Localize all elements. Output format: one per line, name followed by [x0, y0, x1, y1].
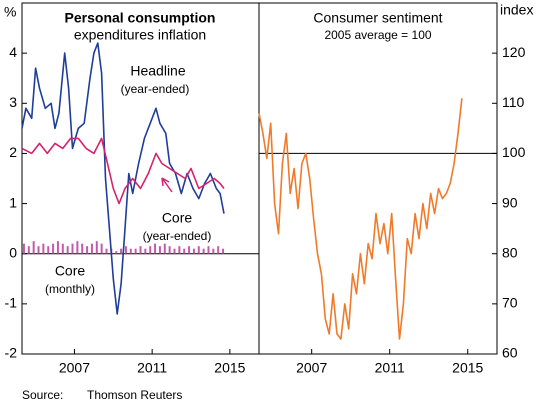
- x-tick-label: 2007: [296, 360, 327, 376]
- y-tick-label: 70: [502, 295, 518, 311]
- annotation-arrow: [161, 177, 173, 193]
- y-tick-label: 100: [502, 144, 526, 160]
- y-tick-label: 2: [9, 144, 17, 160]
- y-tick-label: -1: [5, 295, 18, 311]
- bar: [37, 246, 40, 254]
- bar: [66, 246, 69, 254]
- bar: [27, 246, 30, 254]
- panel-title: Personal consumption: [65, 10, 216, 26]
- bar: [197, 246, 200, 254]
- y-tick-label: 3: [9, 94, 17, 110]
- bar: [47, 246, 50, 254]
- bar: [95, 241, 98, 254]
- bar: [71, 243, 74, 254]
- series-line: [21, 137, 225, 205]
- panel-subtitle: 2005 average = 100: [324, 28, 431, 42]
- series-label: (year-ended): [121, 82, 190, 96]
- bar: [188, 246, 191, 254]
- y-tick-label: 110: [502, 94, 525, 110]
- y-tick-label: 0: [9, 244, 17, 260]
- bar: [86, 246, 89, 254]
- bar: [76, 241, 79, 254]
- bar: [100, 243, 103, 254]
- bar: [183, 248, 186, 254]
- bar: [124, 246, 127, 254]
- series-line: [21, 42, 225, 315]
- bar: [192, 248, 195, 254]
- source-text: Thomson Reuters: [87, 388, 182, 402]
- bar: [154, 243, 157, 254]
- y-tick-label: 80: [502, 244, 518, 260]
- bar: [139, 246, 142, 254]
- y-axis-label: %: [4, 4, 16, 20]
- y-tick-label: -2: [5, 345, 18, 361]
- bar: [222, 248, 225, 254]
- y-tick-label: 60: [502, 345, 518, 361]
- series-label: Core: [55, 263, 86, 279]
- bar: [105, 248, 108, 254]
- bar: [120, 248, 123, 254]
- bar: [202, 248, 205, 254]
- series-label: (monthly): [45, 282, 95, 296]
- series-label: Core: [162, 210, 193, 226]
- y-tick-label: 120: [502, 44, 526, 60]
- bar: [158, 246, 161, 254]
- x-tick-label: 2015: [452, 360, 483, 376]
- bar: [178, 246, 181, 254]
- panel-title: Consumer sentiment: [313, 10, 442, 26]
- bar: [168, 246, 171, 254]
- y-axis-label: index: [500, 2, 533, 18]
- bar: [90, 243, 93, 254]
- bar: [129, 248, 132, 254]
- y-tick-label: 1: [9, 194, 17, 210]
- bar: [134, 248, 137, 254]
- bar: [217, 246, 220, 254]
- series-label: (year-ended): [143, 229, 212, 243]
- bar: [163, 243, 166, 254]
- bar: [52, 243, 55, 254]
- bar: [149, 246, 152, 254]
- bar: [56, 241, 59, 254]
- bar: [173, 248, 176, 254]
- x-tick-label: 2015: [214, 360, 245, 376]
- x-tick-label: 2011: [137, 360, 167, 376]
- bar: [61, 243, 64, 254]
- x-tick-label: 2011: [375, 360, 405, 376]
- panel-subtitle: expenditures inflation: [74, 27, 206, 43]
- bar: [22, 243, 25, 254]
- series-label: Headline: [130, 63, 185, 79]
- series-line: [258, 98, 463, 340]
- y-tick-label: 4: [9, 44, 17, 60]
- y-tick-label: 90: [502, 194, 518, 210]
- bar: [212, 248, 215, 254]
- bar: [32, 241, 35, 254]
- bar: [42, 243, 45, 254]
- bar: [115, 251, 118, 254]
- bar: [207, 246, 210, 254]
- x-tick-label: 2007: [59, 360, 90, 376]
- source-label: Source:: [22, 388, 63, 402]
- bar: [144, 248, 147, 254]
- bar: [81, 243, 84, 254]
